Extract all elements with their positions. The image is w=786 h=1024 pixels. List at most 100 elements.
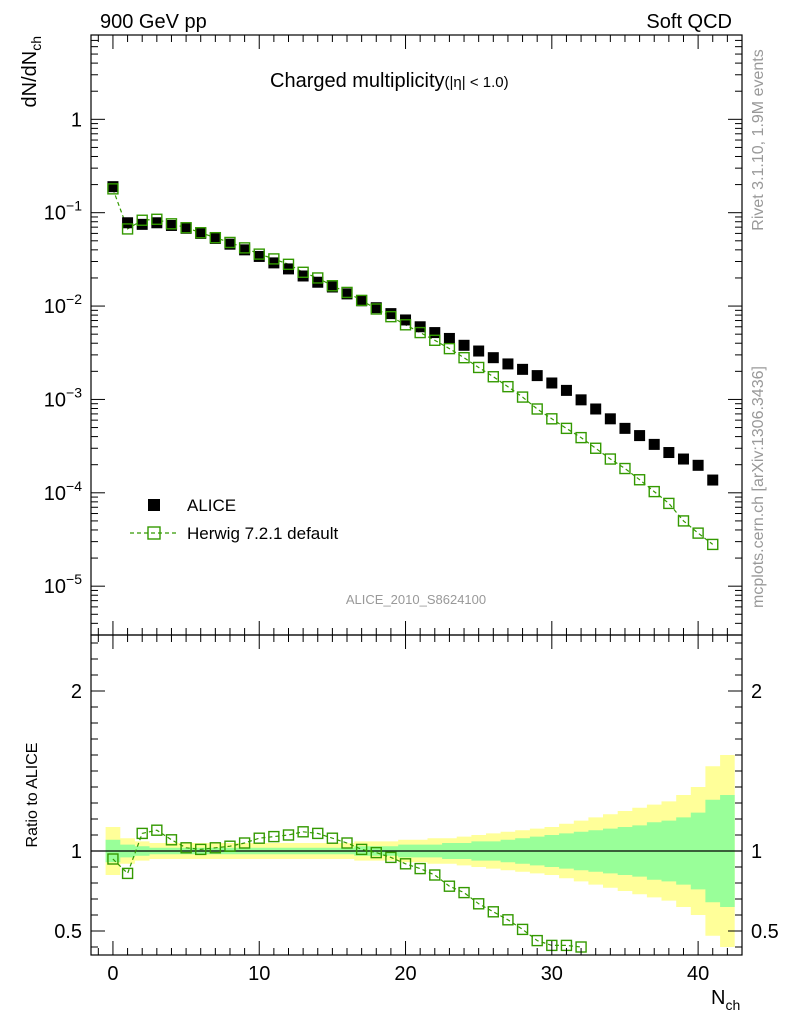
herwig-point (224, 236, 236, 249)
y-tick-mantissa: 10 (44, 389, 66, 411)
ratio-y-tick-label-left: 1 (71, 841, 82, 863)
alice-point (312, 276, 324, 288)
y-tick-exponent: −3 (66, 384, 82, 400)
plot-title-main: Charged multiplicity (270, 70, 445, 92)
herwig-point (692, 527, 704, 539)
ratio-point (516, 923, 529, 936)
ratio-point (312, 827, 324, 840)
ratio-point (472, 898, 485, 910)
main-plot-frame (90, 34, 743, 636)
ratio-point (502, 914, 514, 926)
ratio-point (458, 886, 470, 899)
ratio-plot-ticks: 0.5 0.51 12 20 10 20 30 40 (54, 635, 779, 985)
alice-point (604, 413, 616, 425)
y-tick-label: 10−5 (44, 571, 82, 598)
alice-point (443, 332, 455, 344)
ratio-point (121, 867, 134, 880)
alice-point (122, 217, 134, 229)
header-category: Soft QCD (646, 11, 732, 33)
ratio-ylabel: Ratio to ALICE (24, 743, 41, 848)
alice-point (648, 438, 660, 450)
herwig-point (326, 280, 339, 292)
alice-point (473, 345, 485, 357)
rivet-version-label: Rivet 3.1.10, 1.9M events (750, 49, 767, 230)
ratio-point (414, 862, 426, 875)
analysis-label: ALICE_2010_S8624100 (346, 592, 486, 607)
alice-point (429, 327, 441, 339)
alice-point (297, 270, 309, 282)
ratio-y-tick-label-right: 1 (751, 841, 762, 863)
herwig-point (151, 213, 163, 225)
y-tick-label: 10−4 (44, 478, 82, 505)
y-tick-mantissa: 10 (44, 483, 66, 505)
alice-point (575, 394, 587, 406)
alice-point (502, 358, 514, 370)
herwig-point (707, 538, 719, 551)
ratio-xlabel: Nch (711, 987, 740, 1013)
herwig-point (663, 497, 675, 510)
herwig-point (180, 222, 192, 234)
alice-point (634, 430, 646, 442)
ratio-xlabel-sub: ch (725, 997, 740, 1013)
ratio-point (370, 846, 382, 859)
ratio-point (107, 853, 119, 865)
alice-point (326, 281, 338, 293)
alice-point (268, 257, 280, 269)
alice-point (663, 447, 675, 459)
main-plot-content (107, 181, 719, 551)
alice-point (136, 218, 148, 230)
ratio-point (341, 837, 353, 849)
herwig-point (399, 319, 412, 331)
alice-point (253, 250, 265, 262)
herwig-point (590, 442, 602, 454)
herwig-point (619, 462, 631, 475)
y-tick-exponent: −5 (66, 571, 82, 587)
alice-point (209, 232, 221, 244)
ratio-point (180, 842, 192, 854)
herwig-point (546, 413, 558, 425)
y-tick-exponent: −4 (66, 478, 82, 494)
herwig-point (560, 422, 573, 435)
ratio-y-tick-label-right: 0.5 (751, 921, 779, 943)
y-tick-mantissa: 10 (44, 576, 66, 598)
herwig-point (458, 351, 470, 364)
herwig-point (355, 294, 368, 307)
ratio-plot: Ratio to ALICE 0.5 0.51 12 20 10 20 30 40 Nch (24, 634, 779, 1013)
ratio-point (195, 843, 207, 856)
ratio-point (399, 858, 412, 870)
alice-point (546, 377, 558, 389)
ratio-xlabel-base: N (711, 987, 725, 1009)
y-tick-label: 10−1 (44, 198, 82, 225)
ratio-point (253, 832, 265, 844)
herwig-point (575, 431, 587, 444)
main-plot-ticks: 10−510−410−310−210−11 (44, 34, 742, 636)
ratio-point (355, 843, 368, 856)
y-tick-exponent: −1 (66, 198, 82, 214)
herwig-point (604, 453, 617, 465)
main-plot: Charged multiplicity(|η| < 1.0) dN/dNch … (19, 34, 743, 636)
ratio-plot-frame (90, 634, 743, 956)
alice-point (531, 370, 543, 382)
plot-title: Charged multiplicity(|η| < 1.0) (270, 70, 509, 92)
herwig-line (112, 188, 714, 545)
herwig-point (253, 248, 265, 260)
herwig-point (107, 183, 119, 195)
alice-point (224, 238, 236, 250)
ratio-point (282, 829, 295, 841)
x-tick-label: 30 (541, 963, 563, 985)
ratio-point (297, 826, 309, 838)
alice-point (590, 403, 602, 415)
ratio-point (385, 851, 397, 864)
alice-point (370, 302, 382, 314)
herwig-point (195, 227, 207, 239)
alice-point (560, 384, 572, 396)
herwig-point (633, 474, 646, 486)
herwig-point (312, 272, 324, 284)
x-tick-label: 10 (248, 963, 270, 985)
alice-point (487, 352, 499, 364)
main-ylabel-sub: ch (28, 36, 44, 51)
main-ylabel-base: dN/dN (19, 51, 41, 108)
y-tick-label: 10−3 (44, 384, 82, 411)
alice-point (707, 474, 719, 486)
